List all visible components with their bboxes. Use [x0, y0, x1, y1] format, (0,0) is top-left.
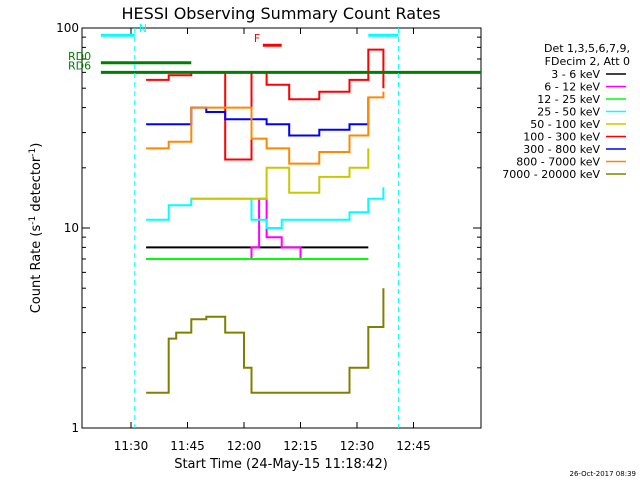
series-line-1	[146, 197, 369, 260]
x-tick-label-2: 12:00	[227, 439, 262, 453]
flag-bar-label-3: RD6	[68, 59, 91, 72]
legend: Det 1,3,5,6,7,9, FDecim 2, Att 0 3 - 6 k…	[502, 42, 630, 181]
x-tick-label-4: 12:30	[340, 439, 375, 453]
footer-date: 26-Oct-2017 08:39	[570, 470, 636, 478]
legend-label-7: 800 - 7000 keV	[516, 156, 600, 169]
x-tick-label-5: 12:45	[396, 439, 431, 453]
y-axis-label-mid: detector	[29, 156, 44, 216]
flag-bar-label-2: RD0	[68, 50, 91, 63]
series-line-3	[146, 187, 385, 229]
legend-label-0: 3 - 6 keV	[551, 68, 600, 81]
legend-header-line-2: FDecim 2, Att 0	[545, 55, 630, 68]
y-axis-label-exp2: -1	[28, 148, 38, 157]
legend-label-2: 12 - 25 keV	[537, 93, 600, 106]
legend-label-4: 50 - 100 keV	[530, 118, 600, 131]
x-axis-label: Start Time (24-May-15 11:18:42)	[174, 457, 388, 472]
series-line-8	[146, 288, 385, 394]
svg-text:Count Rate (s-1 detector-1): Count Rate (s-1 detector-1)	[28, 143, 44, 314]
y-tick-label-1: 10	[64, 221, 79, 235]
legend-header-line-1: Det 1,3,5,6,7,9,	[544, 42, 630, 55]
flag-bar-label-0: N	[139, 22, 147, 35]
legend-label-3: 25 - 50 keV	[537, 106, 600, 119]
axis-ticks: 11:30 11:45 12:00 12:15 12:30 12:45 1 10 100	[56, 21, 481, 453]
series-line-6	[146, 97, 370, 137]
chart-title: HESSI Observing Summary Count Rates	[121, 4, 440, 23]
y-axis-label-exp1: -1	[28, 216, 38, 225]
y-axis-label: Count Rate (s-1 detector-1)	[28, 143, 44, 314]
legend-label-1: 6 - 12 keV	[544, 81, 600, 94]
x-tick-label-1: 11:45	[170, 439, 205, 453]
legend-label-6: 300 - 800 keV	[523, 143, 600, 156]
legend-label-8: 7000 - 20000 keV	[502, 168, 600, 181]
flag-bar-label-4: F	[254, 32, 260, 45]
series-line-5	[146, 48, 385, 161]
x-tick-label-0: 11:30	[114, 439, 149, 453]
y-axis-label-suffix: )	[29, 143, 44, 148]
y-tick-label-0: 1	[71, 421, 79, 435]
series-line-4	[191, 148, 370, 200]
series-line-7	[146, 91, 385, 165]
y-axis-label-prefix: Count Rate (s	[29, 225, 44, 314]
x-tick-label-3: 12:15	[283, 439, 318, 453]
y-tick-label-2: 100	[56, 21, 79, 35]
legend-label-5: 100 - 300 keV	[523, 131, 600, 144]
series-layer	[146, 48, 385, 394]
